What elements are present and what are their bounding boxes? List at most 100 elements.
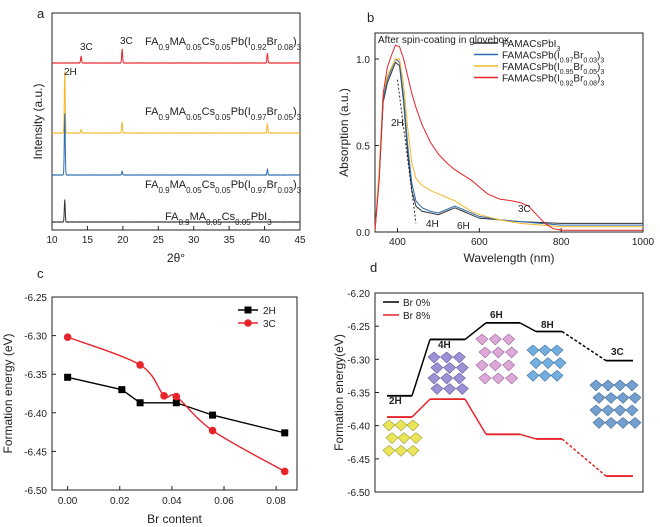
y-tick-label-c: -6.30 [24, 332, 47, 343]
annotation-4h: 4H [426, 219, 439, 230]
series-2h-marker [136, 399, 144, 407]
level-connector-0 [519, 322, 537, 333]
x-axis-label-b: Wavelength (nm) [464, 251, 555, 265]
xrd-trace-0 [51, 48, 301, 64]
crystal-4h-icon-octahedron [443, 383, 457, 395]
crystal-8h-icon-octahedron [529, 357, 543, 370]
xrd-label-1: FA0.9MA0.05Cs0.05Pb(I0.97Br0.05)3 [145, 106, 302, 122]
legend-label-d-0: Br 0% [403, 298, 430, 309]
legend-label-2h: 2H [263, 306, 276, 317]
crystal-2h-icon-octahedron [394, 419, 408, 432]
absorption-trace-2 [374, 58, 643, 231]
y-tick-label-c: -6.25 [24, 293, 47, 304]
series-2h-marker [118, 386, 126, 394]
panel-c: 0.00 0.02 0.04 0.06 0.08 -6.25 -6.30 -6.35 -6.40… [1, 293, 298, 526]
category-label-6H: 6H [490, 310, 503, 321]
crystal-6h-icon-octahedron [488, 333, 502, 346]
x-tick-label-a: 30 [188, 235, 200, 246]
panel-letter-c: c [37, 266, 44, 281]
category-label-2H: 2H [389, 396, 402, 407]
y-tick-label-d: -6.45 [347, 455, 370, 466]
crystal-2h-icon-octahedron [382, 419, 396, 432]
series-2h-marker [281, 429, 289, 437]
crystal-6h-icon-octahedron [502, 359, 516, 372]
crystal-6h-icon-octahedron [505, 346, 519, 359]
legend-label-b-0: FAMACsPbI3 [502, 39, 560, 53]
level-connector-0 [464, 322, 487, 341]
crystal-3c-icon-octahedron [604, 417, 618, 429]
crystal-4h-icon [427, 351, 469, 395]
crystal-8h-icon [526, 344, 567, 382]
series-3c-line [67, 336, 286, 473]
x-tick-label-b: 1000 [632, 237, 655, 248]
series-3c-marker [63, 333, 72, 341]
crystal-8h-icon-octahedron [526, 369, 540, 382]
x-tick-label-b: 800 [553, 237, 570, 248]
crystal-3c-icon-octahedron [625, 404, 639, 417]
xrd-label-2: FA0.9MA0.05Cs0.05Pb(I0.97Br0.03)3 [145, 179, 302, 195]
crystal-8h-icon-octahedron [550, 369, 564, 382]
xrd-label-3: FA0.9MA0.05Cs0.05PbI3 [165, 211, 272, 227]
category-label-8H: 8H [541, 320, 554, 331]
y-tick-label-d: -6.25 [347, 322, 370, 333]
crystal-3c-icon-octahedron [616, 392, 630, 404]
x-tick-label-a: 20 [117, 235, 129, 246]
xrd-trace-1 [51, 71, 301, 134]
annotation-6h: 6H [457, 221, 470, 232]
legend-label-d-1: Br 8% [403, 311, 430, 322]
x-tick-label-a: 40 [259, 235, 271, 246]
panel-letter-a: a [37, 6, 45, 21]
crystal-4h-icon-octahedron [452, 351, 466, 364]
crystal-3c-icon-octahedron [601, 404, 615, 417]
crystal-8h-icon-octahedron [550, 344, 564, 357]
crystal-2h-icon-octahedron [406, 444, 420, 457]
crystal-6h-icon-octahedron [478, 372, 492, 385]
series-3c-marker [172, 392, 181, 401]
crystal-3c-icon-octahedron [601, 379, 615, 392]
crystal-3c-icon-octahedron [613, 379, 627, 392]
y-tick-label-d: -6.20 [347, 289, 370, 300]
crystal-8h-icon-octahedron [538, 369, 552, 382]
crystal-3c-icon [589, 379, 642, 429]
crystal-2h-icon-octahedron [394, 444, 408, 457]
y-axis-label-d: Formation energy(eV) [332, 334, 346, 451]
series-2h-marker [209, 411, 217, 419]
crystal-4h-icon-octahedron [440, 351, 454, 364]
crystal-4h-icon-octahedron [452, 372, 466, 385]
legend-marker-2h [244, 306, 252, 314]
annotation-3c-1: 3C [80, 42, 93, 53]
series-3c-marker [136, 361, 144, 369]
x-tick-label-c: 0.00 [58, 496, 78, 507]
crystal-6h-icon [475, 333, 519, 385]
level-connector-1 [464, 398, 487, 435]
crystal-3c-icon-octahedron [592, 417, 606, 429]
legend-label-b-2: FAMACsPb(I0.95Br0.05)3 [502, 62, 604, 76]
annotation-3c-b: 3C [518, 204, 531, 215]
crystal-6h-icon-octahedron [475, 333, 489, 346]
y-tick-label-b: 0.5 [356, 141, 370, 152]
crystal-2h-icon-octahedron [382, 444, 396, 457]
y-tick-label-b: 1.0 [356, 55, 370, 66]
crystal-6h-icon-octahedron [491, 346, 505, 359]
y-tick-label-d: -6.50 [347, 488, 370, 499]
crystal-2h-icon [382, 419, 423, 457]
crystal-6h-icon-octahedron [488, 359, 502, 372]
x-tick-label-a: 35 [224, 235, 236, 246]
y-tick-label-c: -6.45 [24, 447, 47, 458]
panel-b-frame [374, 32, 644, 233]
x-tick-label-c: 0.04 [162, 496, 182, 507]
crystal-8h-icon-octahedron [553, 357, 567, 370]
crystal-2h-icon-octahedron [406, 419, 420, 432]
crystal-3c-icon-octahedron [589, 404, 603, 417]
y-tick-label-c: -6.35 [24, 370, 47, 381]
crystal-4h-icon-octahedron [430, 362, 444, 374]
x-tick-label-a: 15 [82, 235, 94, 246]
crystal-3c-icon-octahedron [604, 392, 618, 404]
annotation-3c-2: 3C [120, 36, 133, 47]
x-tick-label-c: 0.06 [214, 496, 234, 507]
crystal-6h-icon-octahedron [502, 333, 516, 346]
level-connector-0 [561, 330, 607, 362]
category-label-4H: 4H [438, 340, 451, 351]
